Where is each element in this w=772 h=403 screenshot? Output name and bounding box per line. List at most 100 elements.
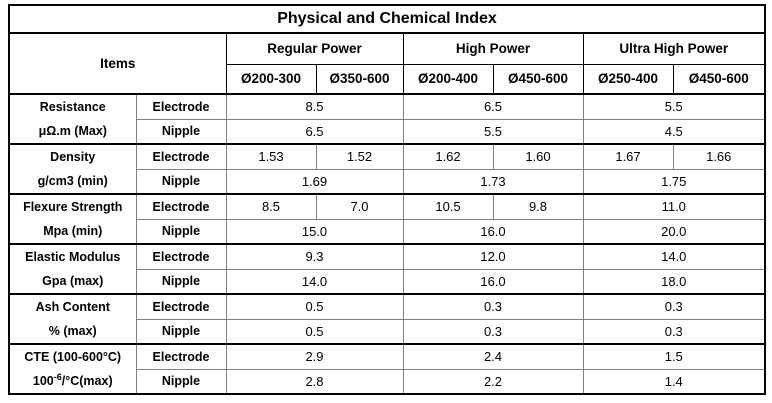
row-label-density: Density g/cm3 (min)	[8, 143, 137, 195]
value-cell: 7.0	[315, 193, 404, 220]
table-row: Flexure Strength Mpa (min) Electrode 8.5…	[8, 193, 766, 245]
value-cell: 9.3	[225, 243, 404, 270]
header-dia-regular-1: Ø200-300	[225, 63, 317, 95]
material-cell-electrode: Electrode	[135, 293, 227, 320]
header-dia-regular-2: Ø350-600	[315, 63, 404, 95]
material-cell-electrode: Electrode	[135, 243, 227, 270]
cte-unit-exponent: -6	[53, 371, 62, 382]
physical-chemical-index-table: Physical and Chemical Index Items Regula…	[7, 4, 767, 395]
table-row: Nipple 2.8 2.2 1.4	[9, 368, 766, 395]
value-cell: 20.0	[582, 218, 766, 245]
value-cell: 0.5	[225, 318, 404, 345]
row-unit: Mpa (min)	[43, 224, 103, 238]
header-diameter-row: Ø200-300 Ø350-600 Ø200-400 Ø450-600 Ø250…	[9, 63, 766, 95]
value-cell: 1.53	[225, 143, 317, 170]
value-cell: 1.67	[582, 143, 674, 170]
table-row: Nipple 1.69 1.73 1.75	[9, 168, 766, 195]
table-title: Physical and Chemical Index	[7, 4, 767, 34]
material-cell-electrode: Electrode	[135, 193, 227, 220]
table-row: Density g/cm3 (min) Electrode 1.53 1.52 …	[8, 143, 766, 195]
value-cell: 1.5	[582, 343, 766, 370]
header-items: Items	[8, 32, 227, 95]
value-cell: 15.0	[225, 218, 404, 245]
value-cell: 1.75	[582, 168, 766, 195]
row-name: Elastic Modulus	[25, 250, 121, 264]
material-cell-electrode: Electrode	[135, 143, 227, 170]
table-row: Nipple 14.0 16.0 18.0	[9, 268, 766, 295]
header-dia-high-1: Ø200-400	[402, 63, 494, 95]
value-cell: 14.0	[225, 268, 404, 295]
header-dia-ultra-1: Ø250-400	[582, 63, 674, 95]
value-cell: 14.0	[582, 243, 766, 270]
value-cell: 2.4	[402, 343, 584, 370]
value-cell: 2.8	[225, 368, 404, 395]
table-row: CTE (100-600°C) 100-6/°C(max) Electrode …	[8, 343, 766, 395]
value-cell: 0.3	[402, 293, 584, 320]
value-cell: 11.0	[582, 193, 766, 220]
material-cell-nipple: Nipple	[135, 318, 227, 345]
row-unit: % (max)	[48, 324, 97, 338]
row-unit: g/cm3 (min)	[37, 174, 108, 188]
value-cell: 2.2	[402, 368, 584, 395]
row-label-ash-content: Ash Content % (max)	[8, 293, 137, 345]
row-name: Density	[50, 150, 96, 164]
material-cell-nipple: Nipple	[135, 168, 227, 195]
row-label-elastic-modulus: Elastic Modulus Gpa (max)	[8, 243, 137, 295]
header-group-high-power: High Power	[402, 32, 584, 65]
value-cell: 9.8	[492, 193, 584, 220]
table-row: Resistance μΩ.m (Max) Electrode 8.5 6.5 …	[8, 93, 766, 145]
value-cell: 6.5	[402, 93, 584, 120]
value-cell: 10.5	[402, 193, 494, 220]
material-cell-nipple: Nipple	[135, 268, 227, 295]
value-cell: 4.5	[582, 118, 766, 145]
row-unit: 100-6/°C(max)	[10, 369, 135, 393]
value-cell: 0.3	[582, 293, 766, 320]
value-cell: 16.0	[402, 268, 584, 295]
value-cell: 0.3	[582, 318, 766, 345]
material-cell-electrode: Electrode	[135, 93, 227, 120]
row-name: Resistance	[39, 100, 106, 114]
value-cell: 8.5	[225, 93, 404, 120]
table-row: Nipple 15.0 16.0 20.0	[9, 218, 766, 245]
value-cell: 0.5	[225, 293, 404, 320]
material-cell-electrode: Electrode	[135, 343, 227, 370]
header-group-ultra-high-power: Ultra High Power	[582, 32, 766, 65]
value-cell: 5.5	[582, 93, 766, 120]
value-cell: 12.0	[402, 243, 584, 270]
material-cell-nipple: Nipple	[135, 118, 227, 145]
title-row: Physical and Chemical Index	[7, 4, 767, 34]
value-cell: 1.4	[582, 368, 766, 395]
value-cell: 1.52	[315, 143, 404, 170]
value-cell: 8.5	[225, 193, 317, 220]
value-cell: 18.0	[582, 268, 766, 295]
header-group-regular-power: Regular Power	[225, 32, 404, 65]
value-cell: 1.69	[225, 168, 404, 195]
header-dia-high-2: Ø450-600	[492, 63, 584, 95]
value-cell: 1.66	[672, 143, 766, 170]
value-cell: 1.60	[492, 143, 584, 170]
row-name: Flexure Strength	[23, 200, 123, 214]
header-dia-ultra-2: Ø450-600	[672, 63, 766, 95]
row-name: CTE (100-600°C)	[24, 350, 122, 364]
row-name: Ash Content	[35, 300, 110, 314]
header-power-row: Items Regular Power High Power Ultra Hig…	[8, 32, 766, 95]
cte-unit-rest: /°C(max)	[61, 374, 113, 388]
row-unit: Gpa (max)	[42, 274, 104, 288]
cte-unit-base: 100	[32, 374, 54, 388]
value-cell: 0.3	[402, 318, 584, 345]
row-unit: μΩ.m (Max)	[38, 124, 107, 138]
row-label-cte: CTE (100-600°C) 100-6/°C(max)	[8, 343, 137, 395]
material-cell-nipple: Nipple	[135, 218, 227, 245]
material-cell-nipple: Nipple	[135, 368, 227, 395]
value-cell: 1.73	[402, 168, 584, 195]
value-cell: 5.5	[402, 118, 584, 145]
value-cell: 1.62	[402, 143, 494, 170]
table-row: Ash Content % (max) Electrode 0.5 0.3 0.…	[8, 293, 766, 345]
table-row: Nipple 6.5 5.5 4.5	[9, 118, 766, 145]
table-row: Nipple 0.5 0.3 0.3	[9, 318, 766, 345]
value-cell: 2.9	[225, 343, 404, 370]
table-row: Elastic Modulus Gpa (max) Electrode 9.3 …	[8, 243, 766, 295]
value-cell: 6.5	[225, 118, 404, 145]
value-cell: 16.0	[402, 218, 584, 245]
